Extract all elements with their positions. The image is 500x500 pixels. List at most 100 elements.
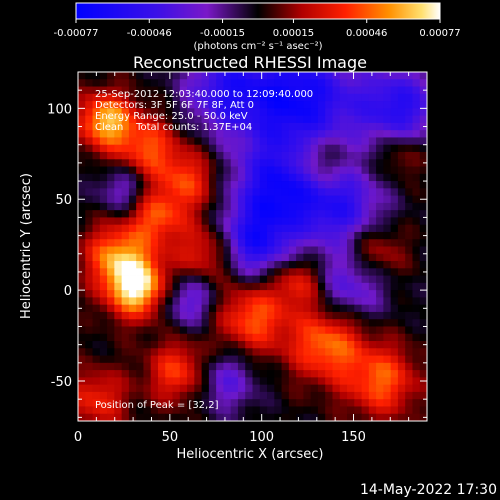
- heatmap-cell: [179, 370, 188, 378]
- heatmap-cell: [85, 239, 93, 247]
- heatmap-cell: [397, 304, 406, 313]
- heatmap-cell: [354, 231, 362, 240]
- heatmap-cell: [85, 181, 93, 189]
- heatmap-cell: [223, 355, 232, 364]
- heatmap-cell: [390, 217, 399, 226]
- heatmap-cell: [179, 115, 188, 124]
- heatmap-cell: [223, 210, 232, 218]
- heatmap-cell: [317, 355, 326, 364]
- heatmap-cell: [339, 101, 348, 109]
- heatmap-cell: [317, 72, 326, 80]
- heatmap-cell: [405, 377, 413, 386]
- heatmap-cell: [194, 137, 202, 146]
- heatmap-cell: [325, 108, 333, 117]
- heatmap-cell: [157, 101, 166, 109]
- heatmap-cell: [172, 202, 181, 211]
- heatmap-cell: [361, 290, 370, 298]
- heatmap-cell: [317, 391, 326, 400]
- heatmap-cell: [347, 311, 355, 320]
- heatmap-cell: [339, 384, 348, 393]
- heatmap-cell: [114, 122, 123, 131]
- heatmap-cell: [405, 122, 413, 131]
- heatmap-cell: [128, 362, 137, 371]
- heatmap-cell: [274, 181, 282, 189]
- heatmap-cell: [143, 202, 152, 211]
- heatmap-cell: [310, 210, 319, 218]
- heatmap-cell: [136, 290, 144, 298]
- heatmap-cell: [78, 282, 86, 291]
- heatmap-cell: [332, 348, 341, 356]
- heatmap-cell: [165, 304, 173, 313]
- heatmap-cell: [419, 406, 427, 415]
- heatmap-cell: [157, 72, 166, 80]
- heatmap-cell: [259, 319, 268, 327]
- heatmap-cell: [252, 261, 261, 269]
- heatmap-cell: [259, 72, 268, 80]
- heatmap-cell: [397, 377, 406, 386]
- heatmap-cell: [252, 159, 261, 167]
- heatmap-cell: [99, 173, 108, 182]
- heatmap-cell: [92, 151, 101, 160]
- heatmap-cell: [288, 391, 297, 400]
- heatmap-cell: [390, 159, 399, 167]
- heatmap-cell: [376, 72, 384, 80]
- heatmap-cell: [332, 202, 341, 211]
- heatmap-cell: [390, 195, 399, 204]
- heatmap-cell: [194, 122, 202, 131]
- heatmap-cell: [354, 159, 362, 167]
- heatmap-cell: [274, 275, 282, 284]
- heatmap-cell: [150, 188, 159, 196]
- heatmap-cell: [390, 297, 399, 306]
- heatmap-cell: [325, 290, 333, 298]
- heatmap-cell: [390, 166, 399, 175]
- heatmap-cell: [179, 79, 188, 87]
- heatmap-cell: [194, 399, 202, 407]
- heatmap-cell: [397, 399, 406, 407]
- heatmap-cell: [303, 333, 312, 342]
- heatmap-cell: [332, 391, 341, 400]
- heatmap-cell: [259, 166, 268, 175]
- heatmap-cell: [92, 137, 101, 146]
- heatmap-cell: [412, 101, 421, 109]
- heatmap-cell: [78, 166, 86, 175]
- heatmap-cell: [281, 341, 290, 349]
- heatmap-cell: [245, 188, 253, 196]
- heatmap-cell: [310, 122, 319, 131]
- heatmap-cell: [99, 181, 108, 189]
- heatmap-cell: [194, 290, 202, 298]
- heatmap-cell: [259, 261, 268, 269]
- heatmap-cell: [92, 391, 101, 400]
- heatmap-cell: [303, 181, 312, 189]
- heatmap-cell: [252, 391, 261, 400]
- heatmap-cell: [310, 108, 319, 117]
- heatmap-cell: [114, 326, 123, 335]
- heatmap-cell: [165, 224, 173, 233]
- heatmap-cell: [390, 341, 399, 349]
- heatmap-cell: [361, 159, 370, 167]
- heatmap-cell: [325, 370, 333, 378]
- heatmap-cell: [339, 290, 348, 298]
- heatmap-cell: [187, 159, 195, 167]
- heatmap-cell: [267, 377, 275, 386]
- heatmap-cell: [397, 326, 406, 335]
- heatmap-cell: [281, 130, 290, 138]
- x-tick-label: 0: [74, 430, 82, 445]
- heatmap-cell: [194, 261, 202, 269]
- heatmap-cell: [405, 108, 413, 117]
- heatmap-cell: [310, 101, 319, 109]
- heatmap-cell: [325, 268, 333, 276]
- heatmap-cell: [230, 231, 239, 240]
- heatmap-cell: [216, 326, 224, 335]
- heatmap-cell: [376, 311, 384, 320]
- heatmap-cell: [267, 362, 275, 371]
- heatmap-cell: [187, 122, 195, 131]
- heatmap-cell: [245, 159, 253, 167]
- heatmap-cell: [390, 333, 399, 342]
- heatmap-cell: [107, 275, 115, 284]
- heatmap-cell: [157, 188, 166, 196]
- heatmap-cell: [165, 355, 173, 364]
- heatmap-cell: [252, 333, 261, 342]
- heatmap-cell: [354, 224, 362, 233]
- heatmap-cell: [136, 188, 144, 196]
- heatmap-cell: [237, 399, 246, 407]
